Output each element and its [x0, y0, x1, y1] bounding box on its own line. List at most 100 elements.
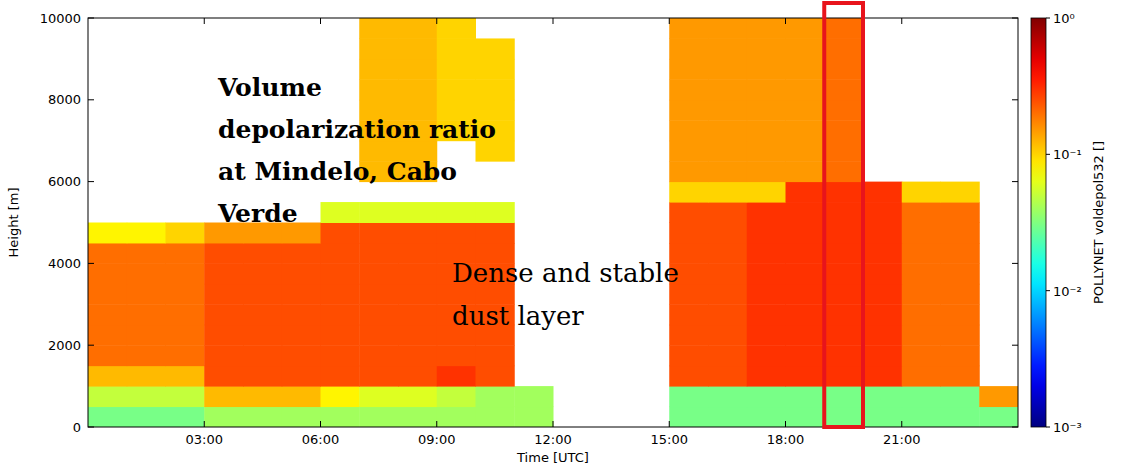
cell: [863, 284, 902, 305]
cell: [708, 284, 747, 305]
cell: [941, 386, 980, 407]
y-tick-label: 8000: [48, 92, 81, 107]
cell: [669, 345, 708, 366]
x-tick: [553, 18, 554, 24]
cell: [863, 304, 902, 325]
cell: [166, 223, 205, 244]
cell: [476, 59, 515, 80]
cell: [941, 366, 980, 387]
cell: [669, 79, 708, 100]
annotation-line: dust layer: [452, 301, 584, 331]
cell: [941, 325, 980, 346]
y-tick: [1012, 427, 1018, 428]
colorbar-tick-label: 10⁻¹: [1053, 147, 1082, 162]
cell: [321, 284, 360, 305]
cell: [747, 304, 786, 325]
x-tick: [320, 18, 321, 24]
cell: [243, 284, 282, 305]
cell: [669, 366, 708, 387]
colorbar-tick: [1046, 427, 1050, 428]
cell: [476, 79, 515, 100]
cell: [902, 243, 941, 264]
cell: [282, 325, 321, 346]
cell: [243, 386, 282, 407]
cell: [88, 263, 127, 284]
cell: [863, 366, 902, 387]
cell: [708, 38, 747, 59]
cell: [669, 141, 708, 162]
cell: [941, 243, 980, 264]
cell: [863, 243, 902, 264]
x-tick: [901, 421, 902, 427]
x-tick-label: 09:00: [418, 432, 455, 447]
cell: [127, 407, 166, 427]
cell: [902, 263, 941, 284]
cell: [824, 161, 863, 182]
cell: [824, 100, 863, 121]
cell: [359, 284, 398, 305]
cell: [398, 59, 437, 80]
cell: [359, 386, 398, 407]
cell: [127, 345, 166, 366]
y-tick: [88, 18, 94, 19]
y-tick: [88, 345, 94, 346]
cell: [824, 386, 863, 407]
cell: [708, 18, 747, 39]
cell: [321, 325, 360, 346]
cell: [747, 407, 786, 427]
cell: [747, 263, 786, 284]
cell: [669, 386, 708, 407]
cell: [669, 407, 708, 427]
cell: [166, 325, 205, 346]
cell: [979, 407, 1018, 427]
cell: [359, 223, 398, 244]
cell: [398, 202, 437, 223]
cell: [514, 407, 553, 427]
cell: [282, 243, 321, 264]
cell: [747, 284, 786, 305]
cell: [824, 18, 863, 39]
cell: [359, 18, 398, 39]
cell: [514, 386, 553, 407]
cell: [708, 100, 747, 121]
cell: [321, 263, 360, 284]
cell: [747, 325, 786, 346]
cell: [902, 223, 941, 244]
cell: [786, 141, 825, 162]
cell: [243, 366, 282, 387]
cell: [786, 161, 825, 182]
cell: [824, 284, 863, 305]
y-tick-label: 6000: [48, 174, 81, 189]
cell: [747, 100, 786, 121]
colorbar-title: POLLYNET voldepol532 []: [1091, 141, 1106, 304]
cell: [941, 263, 980, 284]
cell: [437, 59, 476, 80]
cell: [708, 79, 747, 100]
cell: [824, 59, 863, 80]
cell: [88, 366, 127, 387]
annotation-line: Dense and stable: [452, 258, 679, 288]
cell: [437, 366, 476, 387]
cell: [321, 304, 360, 325]
cell: [786, 38, 825, 59]
cell: [824, 366, 863, 387]
colorbar: [1031, 18, 1046, 427]
heatmap: [88, 18, 1018, 427]
cell: [902, 325, 941, 346]
cell: [824, 263, 863, 284]
cell: [708, 345, 747, 366]
cell: [824, 141, 863, 162]
cell: [282, 304, 321, 325]
y-tick: [88, 427, 94, 428]
cell: [398, 18, 437, 39]
colorbar-tick: [1046, 18, 1050, 19]
cell: [747, 345, 786, 366]
cell: [863, 263, 902, 284]
cell: [669, 223, 708, 244]
cell: [204, 325, 243, 346]
cell: [437, 202, 476, 223]
cell: [437, 386, 476, 407]
cell: [708, 141, 747, 162]
cell: [669, 18, 708, 39]
cell: [398, 243, 437, 264]
